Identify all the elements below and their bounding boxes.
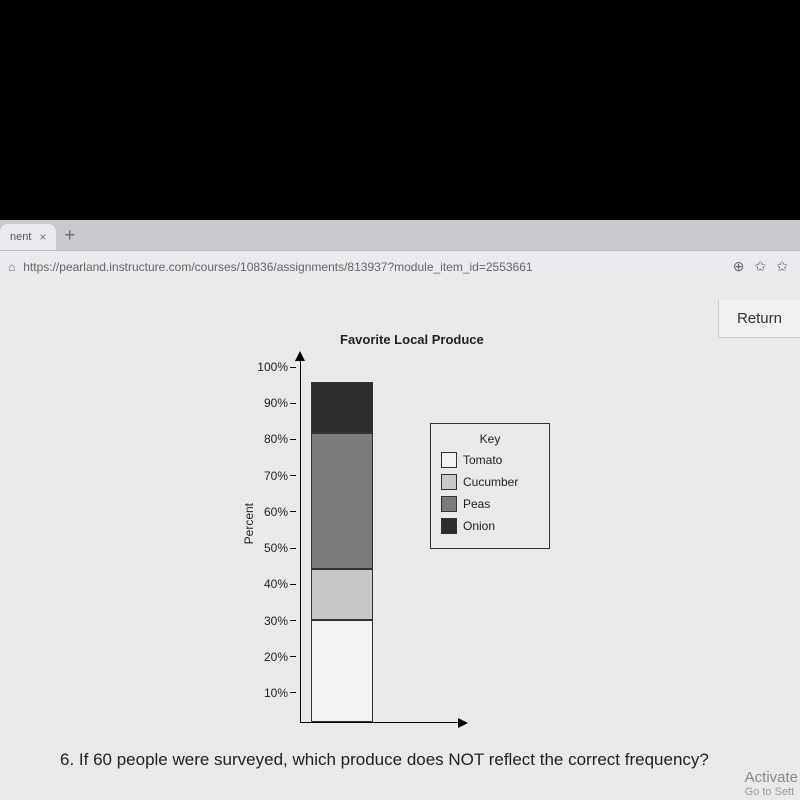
- legend-label: Cucumber: [463, 475, 518, 489]
- y-axis: 100%90%80%70%60%50%40%30%20%10%: [250, 353, 300, 693]
- legend-swatch: [441, 496, 457, 512]
- bar-segment-tomato: [311, 620, 373, 722]
- lock-icon: ⌂: [8, 260, 15, 274]
- legend-item: Tomato: [441, 452, 539, 468]
- page-content: Return Favorite Local Produce Percent 10…: [0, 282, 800, 800]
- x-axis-arrow-icon: [458, 718, 468, 728]
- tab-strip: nent × +: [0, 220, 800, 250]
- chart-container: Favorite Local Produce Percent 100%90%80…: [250, 332, 610, 723]
- browser-tab[interactable]: nent ×: [0, 224, 56, 250]
- address-bar: ⌂ https://pearland.instructure.com/cours…: [0, 250, 800, 282]
- address-bar-actions: ⊕ ✩ ✩: [733, 258, 792, 275]
- chart-title: Favorite Local Produce: [340, 332, 610, 347]
- legend-label: Tomato: [463, 453, 502, 467]
- browser-chrome: nent × + ⌂ https://pearland.instructure.…: [0, 220, 800, 282]
- legend-item: Cucumber: [441, 474, 539, 490]
- bar-segment-cucumber: [311, 569, 373, 620]
- y-axis-arrow-icon: [295, 351, 305, 361]
- legend: Key Tomato Cucumber Peas Onion: [430, 423, 550, 549]
- legend-item: Onion: [441, 518, 539, 534]
- close-icon[interactable]: ×: [39, 230, 46, 244]
- watermark-line2: Go to Sett: [745, 786, 798, 798]
- return-button[interactable]: Return: [718, 300, 800, 338]
- stacked-bar: [311, 382, 373, 722]
- legend-item: Peas: [441, 496, 539, 512]
- watermark-line1: Activate: [745, 769, 798, 786]
- windows-activation-watermark: Activate Go to Sett: [745, 769, 800, 798]
- bar-segment-onion: [311, 382, 373, 433]
- url-text[interactable]: https://pearland.instructure.com/courses…: [23, 260, 725, 274]
- y-axis-label: Percent: [242, 503, 256, 544]
- legend-label: Peas: [463, 497, 490, 511]
- zoom-icon[interactable]: ⊕: [733, 258, 745, 275]
- tab-title: nent: [10, 231, 31, 243]
- legend-swatch: [441, 452, 457, 468]
- bookmark-icon[interactable]: ✩: [776, 258, 788, 275]
- favorite-icon[interactable]: ✩: [755, 258, 767, 275]
- legend-swatch: [441, 474, 457, 490]
- legend-label: Onion: [463, 519, 495, 533]
- bar-segment-peas: [311, 433, 373, 569]
- black-letterbox: [0, 0, 800, 220]
- legend-title: Key: [441, 432, 539, 446]
- legend-swatch: [441, 518, 457, 534]
- new-tab-button[interactable]: +: [56, 225, 83, 246]
- question-text: 6. If 60 people were surveyed, which pro…: [60, 750, 709, 770]
- plot-area: [300, 353, 400, 723]
